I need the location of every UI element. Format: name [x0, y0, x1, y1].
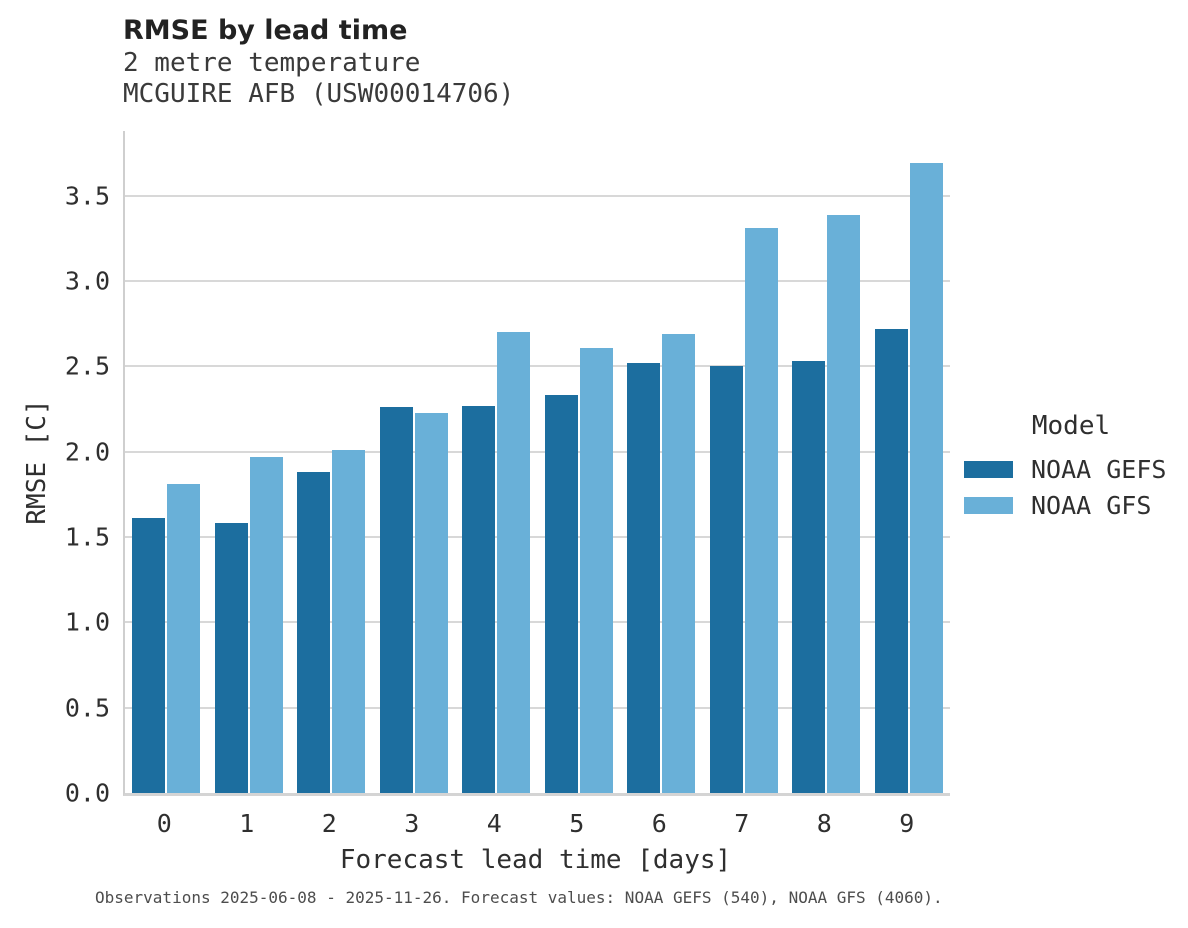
bar-noaa-gefs-7: [709, 366, 743, 793]
x-tick-label: 7: [734, 809, 750, 838]
x-tick-labels: 0 1 2 3 4 5 6 7 8 9: [123, 809, 948, 839]
bar-noaa-gfs-3: [414, 412, 448, 793]
x-tick-label: 9: [899, 809, 915, 838]
gridline: [125, 706, 950, 709]
chart-subtitle-line2: MCGUIRE AFB (USW00014706): [123, 79, 515, 109]
plot-area: [123, 131, 950, 796]
chart-header: RMSE by lead time 2 metre temperature MC…: [123, 14, 514, 110]
x-tick-label: 3: [404, 809, 420, 838]
bar-noaa-gefs-9: [874, 328, 908, 793]
y-tick-label: 1.0: [64, 607, 110, 637]
legend-title: Model: [1031, 411, 1111, 441]
legend-item: NOAA GFS: [964, 487, 1178, 523]
bar-noaa-gfs-0: [167, 484, 201, 793]
legend-item-label: NOAA GEFS: [1031, 454, 1167, 484]
gridline: [125, 280, 950, 283]
x-axis-label: Forecast lead time [days]: [339, 845, 732, 875]
gridline: [125, 450, 950, 453]
chart-subtitle-line1: 2 metre temperature: [123, 48, 421, 78]
x-tick-label: 6: [651, 809, 667, 838]
bar-noaa-gfs-1: [249, 456, 283, 793]
y-tick-labels: 0.0 0.5 1.0 1.5 2.0 2.5 3.0 3.5: [0, 131, 110, 807]
bar-noaa-gfs-4: [497, 332, 531, 793]
x-tick-label: 5: [569, 809, 585, 838]
legend-swatch-noaa-gefs: [964, 460, 1013, 478]
gridline: [125, 621, 950, 624]
x-tick-label: 8: [816, 809, 832, 838]
bar-noaa-gefs-0: [132, 518, 166, 793]
x-tick-label: 2: [321, 809, 337, 838]
y-tick-label: 3.5: [64, 181, 110, 211]
x-tick-label: 1: [239, 809, 255, 838]
gridline: [125, 194, 950, 197]
legend-item-label: NOAA GFS: [1031, 490, 1152, 520]
caption: Observations 2025-06-08 - 2025-11-26. Fo…: [95, 888, 943, 907]
bar-noaa-gefs-8: [792, 361, 826, 793]
x-tick-label: 4: [486, 809, 502, 838]
gridline: [125, 365, 950, 368]
gridline: [125, 536, 950, 539]
legend-swatch-noaa-gfs: [964, 496, 1013, 514]
y-tick-label: 0.0: [64, 778, 110, 808]
bar-noaa-gfs-7: [744, 228, 778, 793]
legend: Model NOAA GEFS NOAA GFS: [964, 411, 1178, 523]
legend-item: NOAA GEFS: [964, 451, 1178, 487]
bar-noaa-gfs-8: [827, 214, 861, 793]
y-tick-label: 0.5: [64, 693, 110, 723]
bar-noaa-gefs-6: [627, 363, 661, 793]
y-tick-label: 2.5: [64, 351, 110, 381]
bar-noaa-gefs-3: [379, 407, 413, 793]
bar-noaa-gefs-1: [214, 523, 248, 793]
bar-noaa-gfs-2: [332, 450, 366, 793]
bar-noaa-gefs-5: [544, 395, 578, 793]
y-tick-label: 2.0: [64, 437, 110, 467]
bar-noaa-gfs-5: [579, 347, 613, 793]
bar-noaa-gefs-2: [297, 472, 331, 793]
y-tick-label: 1.5: [64, 522, 110, 552]
bar-noaa-gefs-4: [462, 405, 496, 793]
y-tick-label: 3.0: [64, 266, 110, 296]
bar-noaa-gfs-6: [662, 334, 696, 793]
bar-noaa-gfs-9: [909, 163, 943, 793]
chart-title: RMSE by lead time: [123, 15, 408, 46]
x-tick-label: 0: [156, 809, 172, 838]
